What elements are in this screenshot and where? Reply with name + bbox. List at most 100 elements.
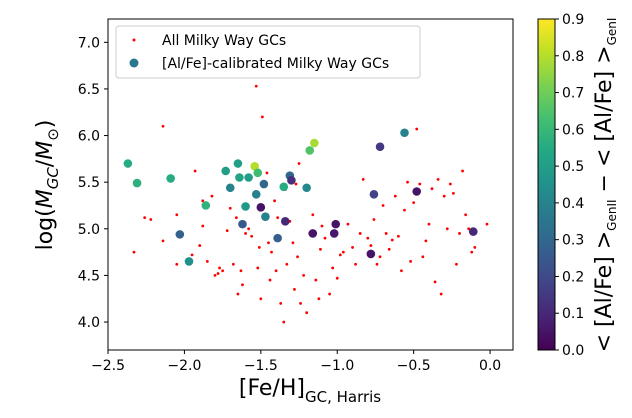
data-point-all-gc bbox=[234, 216, 238, 220]
y-axis-ticks: 4.0 4.5 5.0 5.5 6.0 6.5 7.0 bbox=[78, 35, 108, 331]
data-point-all-gc bbox=[241, 283, 244, 287]
colorbar-tick-label: 0.4 bbox=[562, 196, 584, 212]
data-point-all-gc bbox=[384, 232, 388, 235]
data-point-calibrated-gc bbox=[132, 178, 142, 188]
data-point-calibrated-gc bbox=[184, 257, 194, 266]
data-point-all-gc bbox=[375, 262, 379, 266]
legend-marker-all bbox=[132, 38, 136, 42]
data-point-all-gc bbox=[297, 162, 301, 165]
legend-marker-calibrated bbox=[129, 58, 139, 68]
data-point-all-gc bbox=[305, 311, 309, 315]
data-point-all-gc bbox=[415, 127, 419, 131]
data-point-calibrated-gc bbox=[279, 182, 289, 192]
data-point-all-gc bbox=[366, 236, 370, 240]
data-point-calibrated-gc bbox=[259, 179, 269, 189]
y-tick-label: 6.5 bbox=[78, 82, 100, 98]
x-axis-ticks: −2.5 −2.0 −1.5 −1.0 −0.5 0.0 bbox=[91, 350, 501, 374]
data-point-calibrated-gc bbox=[253, 168, 263, 178]
data-point-all-gc bbox=[467, 227, 471, 231]
data-point-all-gc bbox=[458, 232, 461, 235]
data-point-calibrated-gc bbox=[238, 219, 247, 229]
y-tick-label: 7.0 bbox=[78, 35, 100, 51]
y-tick-label: 6.0 bbox=[78, 129, 100, 145]
data-point-calibrated-gc bbox=[375, 142, 385, 152]
data-point-all-gc bbox=[132, 250, 136, 254]
colorbar-tick-label: 0.6 bbox=[562, 122, 584, 138]
data-point-calibrated-gc bbox=[273, 233, 282, 243]
data-point-all-gc bbox=[259, 297, 263, 301]
data-point-all-gc bbox=[464, 213, 468, 217]
data-point-all-gc bbox=[244, 232, 247, 235]
y-axis-label: log(MGC/M⊙) bbox=[33, 120, 62, 251]
y-label-pre: log( bbox=[33, 208, 58, 250]
x-tick-label: −1.0 bbox=[320, 358, 354, 374]
data-point-all-gc bbox=[378, 255, 382, 259]
data-point-calibrated-gc bbox=[166, 174, 175, 183]
y-tick-label: 5.5 bbox=[78, 175, 100, 191]
data-point-calibrated-gc bbox=[305, 146, 315, 155]
data-point-calibrated-gc bbox=[241, 202, 250, 211]
data-point-all-gc bbox=[400, 269, 403, 273]
data-point-all-gc bbox=[369, 244, 373, 247]
data-point-all-gc bbox=[319, 247, 322, 251]
data-point-calibrated-gc bbox=[244, 173, 253, 182]
data-point-all-gc bbox=[161, 124, 165, 128]
data-point-all-gc bbox=[268, 278, 272, 282]
data-point-all-gc bbox=[302, 274, 306, 277]
data-point-all-gc bbox=[421, 255, 425, 259]
data-point-all-gc bbox=[256, 266, 260, 270]
y-tick-label: 4.0 bbox=[78, 315, 100, 331]
colorbar-tick-label: 0.1 bbox=[562, 306, 584, 322]
data-point-all-gc bbox=[175, 262, 179, 266]
colorbar-tick-label: 0.5 bbox=[562, 159, 584, 175]
data-point-all-gc bbox=[393, 194, 397, 198]
colorbar-gradient bbox=[537, 18, 556, 351]
data-point-all-gc bbox=[198, 244, 202, 247]
data-point-all-gc bbox=[387, 247, 391, 251]
y-label-m2: M bbox=[33, 141, 58, 160]
colorbar-tick-label: 0.0 bbox=[562, 343, 584, 359]
colorbar-tick-label: 0.8 bbox=[562, 49, 584, 65]
data-point-all-gc bbox=[396, 234, 400, 238]
data-point-all-gc bbox=[143, 216, 147, 220]
data-point-all-gc bbox=[270, 250, 273, 254]
x-tick-label: −2.5 bbox=[91, 358, 125, 374]
data-point-all-gc bbox=[445, 227, 449, 231]
cbar-label-minus: − bbox=[592, 167, 617, 199]
data-point-all-gc bbox=[320, 224, 324, 228]
legend-label-calibrated: [Al/Fe]-calibrated Milky Way GCs bbox=[162, 56, 389, 72]
data-point-all-gc bbox=[201, 199, 205, 203]
data-point-all-gc bbox=[228, 206, 232, 210]
data-point-all-gc bbox=[296, 255, 299, 259]
data-point-all-gc bbox=[149, 218, 153, 221]
data-point-all-gc bbox=[427, 222, 431, 226]
data-point-all-gc bbox=[247, 227, 251, 231]
data-point-all-gc bbox=[346, 222, 350, 226]
data-point-all-gc bbox=[473, 246, 477, 249]
data-point-calibrated-gc bbox=[225, 183, 235, 193]
data-point-all-gc bbox=[210, 194, 214, 198]
data-point-calibrated-gc bbox=[302, 183, 311, 193]
data-point-all-gc bbox=[406, 180, 409, 184]
colorbar-tick-label: 0.9 bbox=[562, 12, 584, 28]
data-point-all-gc bbox=[231, 262, 235, 266]
data-point-calibrated-gc bbox=[287, 176, 296, 185]
data-point-all-gc bbox=[221, 269, 225, 273]
data-point-calibrated-gc bbox=[308, 229, 318, 238]
data-point-all-gc bbox=[323, 236, 327, 240]
data-point-all-gc bbox=[285, 262, 289, 266]
data-point-all-gc bbox=[250, 234, 254, 238]
colorbar-tick-label: 0.7 bbox=[562, 86, 584, 102]
data-point-all-gc bbox=[470, 250, 474, 254]
data-point-all-gc bbox=[412, 201, 416, 205]
data-point-calibrated-gc bbox=[366, 249, 376, 259]
data-point-all-gc bbox=[328, 292, 332, 296]
series-all-gcs bbox=[132, 84, 489, 324]
data-point-all-gc bbox=[461, 169, 464, 173]
data-point-all-gc bbox=[273, 199, 276, 203]
x-axis-label: [Fe/H]GC, Harris bbox=[239, 376, 381, 406]
data-point-all-gc bbox=[190, 253, 194, 257]
data-point-calibrated-gc bbox=[235, 173, 244, 182]
y-label-sun: ⊙ bbox=[44, 128, 62, 141]
